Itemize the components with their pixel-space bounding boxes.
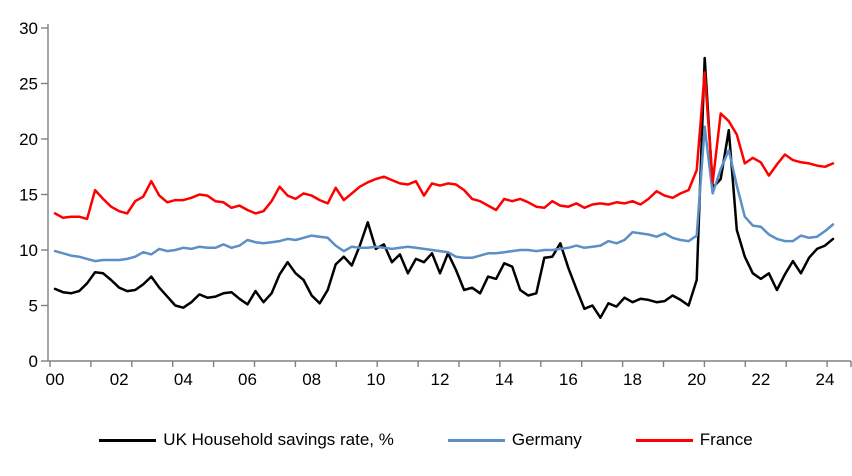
legend-line-swatch — [99, 438, 157, 442]
series-line-germany — [53, 125, 835, 263]
y-tick-label: 30 — [19, 19, 38, 38]
x-tick-label: 02 — [110, 370, 129, 389]
plot-area: 0 5 10 15 20 25 30 00 02 04 06 08 10 12 14 16 18 20 22 24 — [19, 19, 852, 389]
x-tick-label: 14 — [495, 370, 514, 389]
y-tick-label: 25 — [19, 75, 38, 94]
legend: UK Household savings rate, % Germany Franc… — [0, 430, 852, 450]
legend-label: France — [699, 430, 753, 449]
x-tick-label: 12 — [431, 370, 450, 389]
x-tick-label: 18 — [623, 370, 642, 389]
x-tick-label: 08 — [302, 370, 321, 389]
y-tick-label: 5 — [29, 297, 38, 316]
legend-item-france: France — [635, 430, 753, 450]
x-tick-label: 16 — [559, 370, 578, 389]
y-tick-label: 20 — [19, 130, 38, 149]
x-tick-label: 10 — [366, 370, 385, 389]
x-tick-label: 06 — [238, 370, 257, 389]
legend-label: Germany — [511, 430, 582, 449]
x-tick-label: 24 — [816, 370, 835, 389]
legend-item-uk: UK Household savings rate, % — [99, 430, 394, 450]
series-line-uk — [53, 56, 835, 319]
x-tick-label: 04 — [174, 370, 193, 389]
y-tick-label: 10 — [19, 241, 38, 260]
x-tick-label: 22 — [751, 370, 770, 389]
y-tick-label: 15 — [19, 186, 38, 205]
legend-line-swatch — [635, 438, 693, 442]
legend-item-germany: Germany — [447, 430, 582, 450]
series-line-france — [53, 71, 835, 221]
legend-label: UK Household savings rate, % — [163, 430, 394, 449]
y-tick-label: 0 — [29, 352, 38, 371]
x-tick-label: 00 — [46, 370, 65, 389]
legend-line-swatch — [447, 438, 505, 442]
x-tick-label: 20 — [687, 370, 706, 389]
